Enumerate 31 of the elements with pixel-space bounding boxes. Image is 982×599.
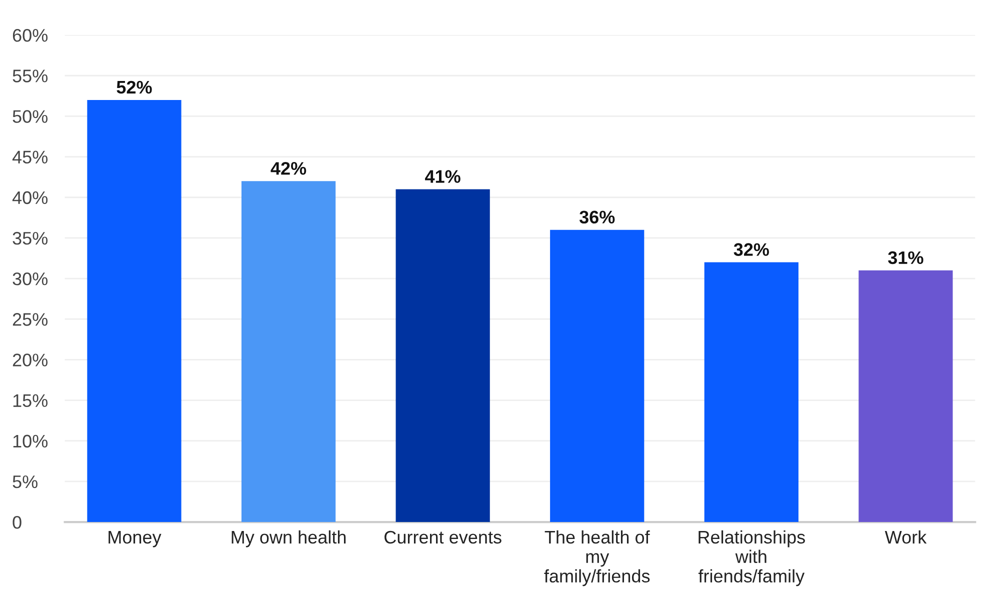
data-label: 36% (579, 210, 615, 224)
y-tick-label: 20% (12, 354, 48, 366)
x-tick-label: Relationships with friends/family (698, 530, 805, 586)
bar (87, 100, 182, 522)
x-tick-label: Current events (384, 530, 502, 544)
y-tick-label: 45% (12, 150, 48, 164)
y-tick-label: 30% (12, 272, 48, 286)
y-tick-label: 55% (12, 70, 48, 82)
y-tick-label: 15% (13, 394, 48, 407)
y-tick-label: 10% (13, 434, 48, 448)
y-tick-label: 0 (12, 516, 22, 529)
data-label: 42% (270, 162, 306, 175)
bar (396, 189, 490, 522)
bar (704, 262, 798, 522)
data-label: 41% (425, 170, 460, 183)
bar (858, 270, 953, 522)
data-label: 32% (734, 243, 769, 256)
x-tick-label: Money (108, 531, 162, 548)
x-tick-label: My own health (232, 530, 346, 548)
y-tick-label: 5% (12, 475, 38, 488)
y-tick-label: 40% (12, 191, 48, 204)
x-tick-label: Work (884, 530, 927, 544)
y-tick-label: 25% (12, 313, 48, 326)
x-tick-label: The health of my family/friends (544, 530, 650, 586)
y-tick-label: 60% (12, 28, 48, 42)
y-tick-label: 35% (12, 232, 48, 245)
bar (550, 230, 644, 522)
data-label: 31% (888, 251, 924, 264)
y-tick-label: 50% (12, 110, 48, 123)
bar (241, 181, 336, 522)
data-label: 52% (116, 80, 152, 94)
